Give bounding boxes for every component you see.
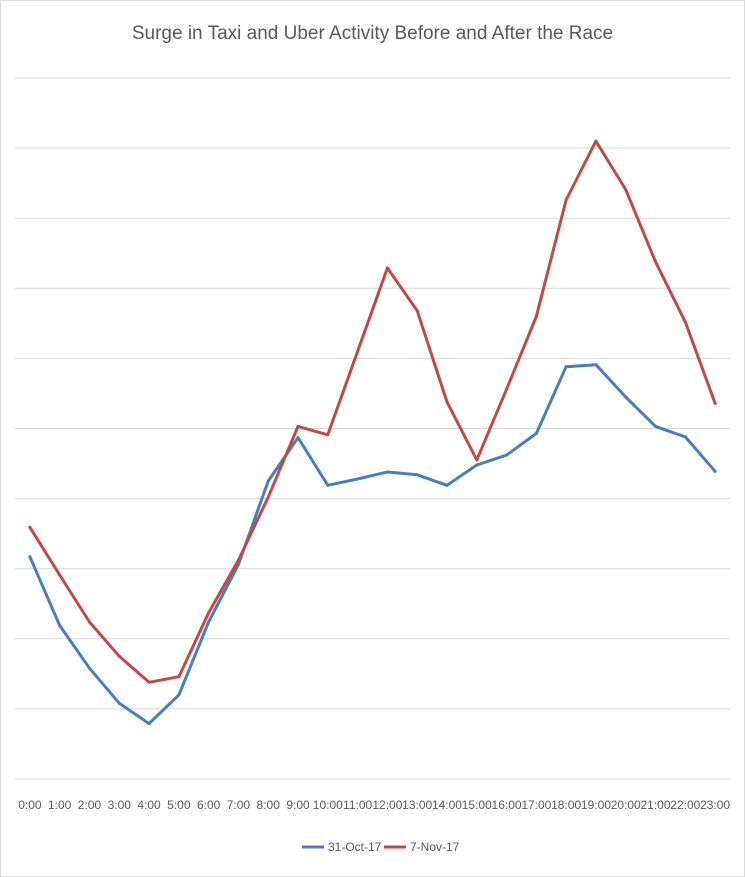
data-point-series-1 bbox=[475, 463, 479, 467]
data-point-series-1 bbox=[385, 470, 389, 474]
data-point-series-2 bbox=[147, 680, 151, 684]
data-point-series-2 bbox=[385, 266, 389, 270]
x-tick-label: 3:00 bbox=[108, 798, 132, 812]
data-point-series-2 bbox=[87, 620, 91, 624]
data-point-series-2 bbox=[415, 309, 419, 313]
data-point-series-2 bbox=[534, 314, 538, 318]
data-point-series-1 bbox=[207, 620, 211, 624]
data-point-series-1 bbox=[445, 483, 449, 487]
x-tick-label: 10:00 bbox=[313, 798, 343, 812]
x-tick-label: 8:00 bbox=[257, 798, 281, 812]
data-point-series-1 bbox=[505, 453, 509, 457]
x-tick-label: 9:00 bbox=[286, 798, 310, 812]
data-point-series-2 bbox=[654, 260, 658, 264]
x-tick-label: 6:00 bbox=[197, 798, 221, 812]
data-point-series-1 bbox=[87, 666, 91, 670]
x-tick-label: 22:00 bbox=[670, 798, 700, 812]
data-point-series-1 bbox=[58, 623, 62, 627]
series-line-2 bbox=[28, 139, 717, 684]
data-point-series-1 bbox=[326, 483, 330, 487]
data-point-series-1 bbox=[683, 435, 687, 439]
data-point-series-1 bbox=[713, 469, 717, 473]
x-tick-label: 4:00 bbox=[137, 798, 161, 812]
data-point-series-1 bbox=[654, 424, 658, 428]
data-point-series-2 bbox=[475, 458, 479, 462]
x-tick-label: 14:00 bbox=[432, 798, 462, 812]
x-tick-label: 16:00 bbox=[492, 798, 522, 812]
data-point-series-2 bbox=[207, 611, 211, 615]
data-point-series-2 bbox=[624, 187, 628, 191]
data-point-series-1 bbox=[534, 431, 538, 435]
data-point-series-2 bbox=[683, 320, 687, 324]
x-tick-label: 2:00 bbox=[78, 798, 102, 812]
x-tick-label: 11:00 bbox=[343, 798, 372, 812]
x-tick-label: 20:00 bbox=[611, 798, 641, 812]
x-tick-label: 12:00 bbox=[372, 798, 402, 812]
data-point-series-2 bbox=[564, 198, 568, 202]
x-tick-label: 0:00 bbox=[18, 798, 42, 812]
data-point-series-2 bbox=[117, 654, 121, 658]
data-point-series-2 bbox=[713, 401, 717, 405]
data-point-series-2 bbox=[296, 424, 300, 428]
data-point-series-2 bbox=[266, 495, 270, 499]
legend-label: 31-Oct-17 bbox=[328, 840, 382, 854]
data-point-series-1 bbox=[415, 473, 419, 477]
data-point-series-2 bbox=[236, 558, 240, 562]
data-point-series-1 bbox=[594, 363, 598, 367]
data-point-series-2 bbox=[28, 525, 32, 529]
data-point-series-1 bbox=[177, 693, 181, 697]
data-point-series-1 bbox=[28, 555, 32, 559]
x-tick-label: 17:00 bbox=[521, 798, 551, 812]
x-tick-label: 1:00 bbox=[48, 798, 72, 812]
x-tick-label: 23:00 bbox=[700, 798, 730, 812]
data-point-series-1 bbox=[356, 477, 360, 481]
data-point-series-2 bbox=[505, 387, 509, 391]
x-tick-label: 19:00 bbox=[581, 798, 611, 812]
data-point-series-1 bbox=[147, 722, 151, 726]
series-line-1 bbox=[28, 363, 717, 726]
data-point-series-2 bbox=[58, 573, 62, 577]
data-point-series-1 bbox=[296, 436, 300, 440]
data-point-series-1 bbox=[564, 365, 568, 369]
x-tick-label: 18:00 bbox=[551, 798, 581, 812]
data-point-series-1 bbox=[624, 395, 628, 399]
data-point-series-1 bbox=[266, 479, 270, 483]
data-point-series-2 bbox=[177, 675, 181, 679]
x-tick-label: 13:00 bbox=[402, 798, 432, 812]
data-point-series-2 bbox=[594, 139, 598, 143]
data-point-series-2 bbox=[326, 433, 330, 437]
legend-label: 7-Nov-17 bbox=[410, 840, 460, 854]
data-point-series-2 bbox=[445, 400, 449, 404]
x-tick-label: 21:00 bbox=[641, 798, 671, 812]
x-tick-label: 15:00 bbox=[462, 798, 492, 812]
x-tick-label: 7:00 bbox=[227, 798, 251, 812]
data-point-series-1 bbox=[117, 701, 121, 705]
chart-title: Surge in Taxi and Uber Activity Before a… bbox=[131, 23, 614, 44]
x-tick-label: 5:00 bbox=[167, 798, 191, 812]
data-point-series-2 bbox=[356, 349, 360, 353]
